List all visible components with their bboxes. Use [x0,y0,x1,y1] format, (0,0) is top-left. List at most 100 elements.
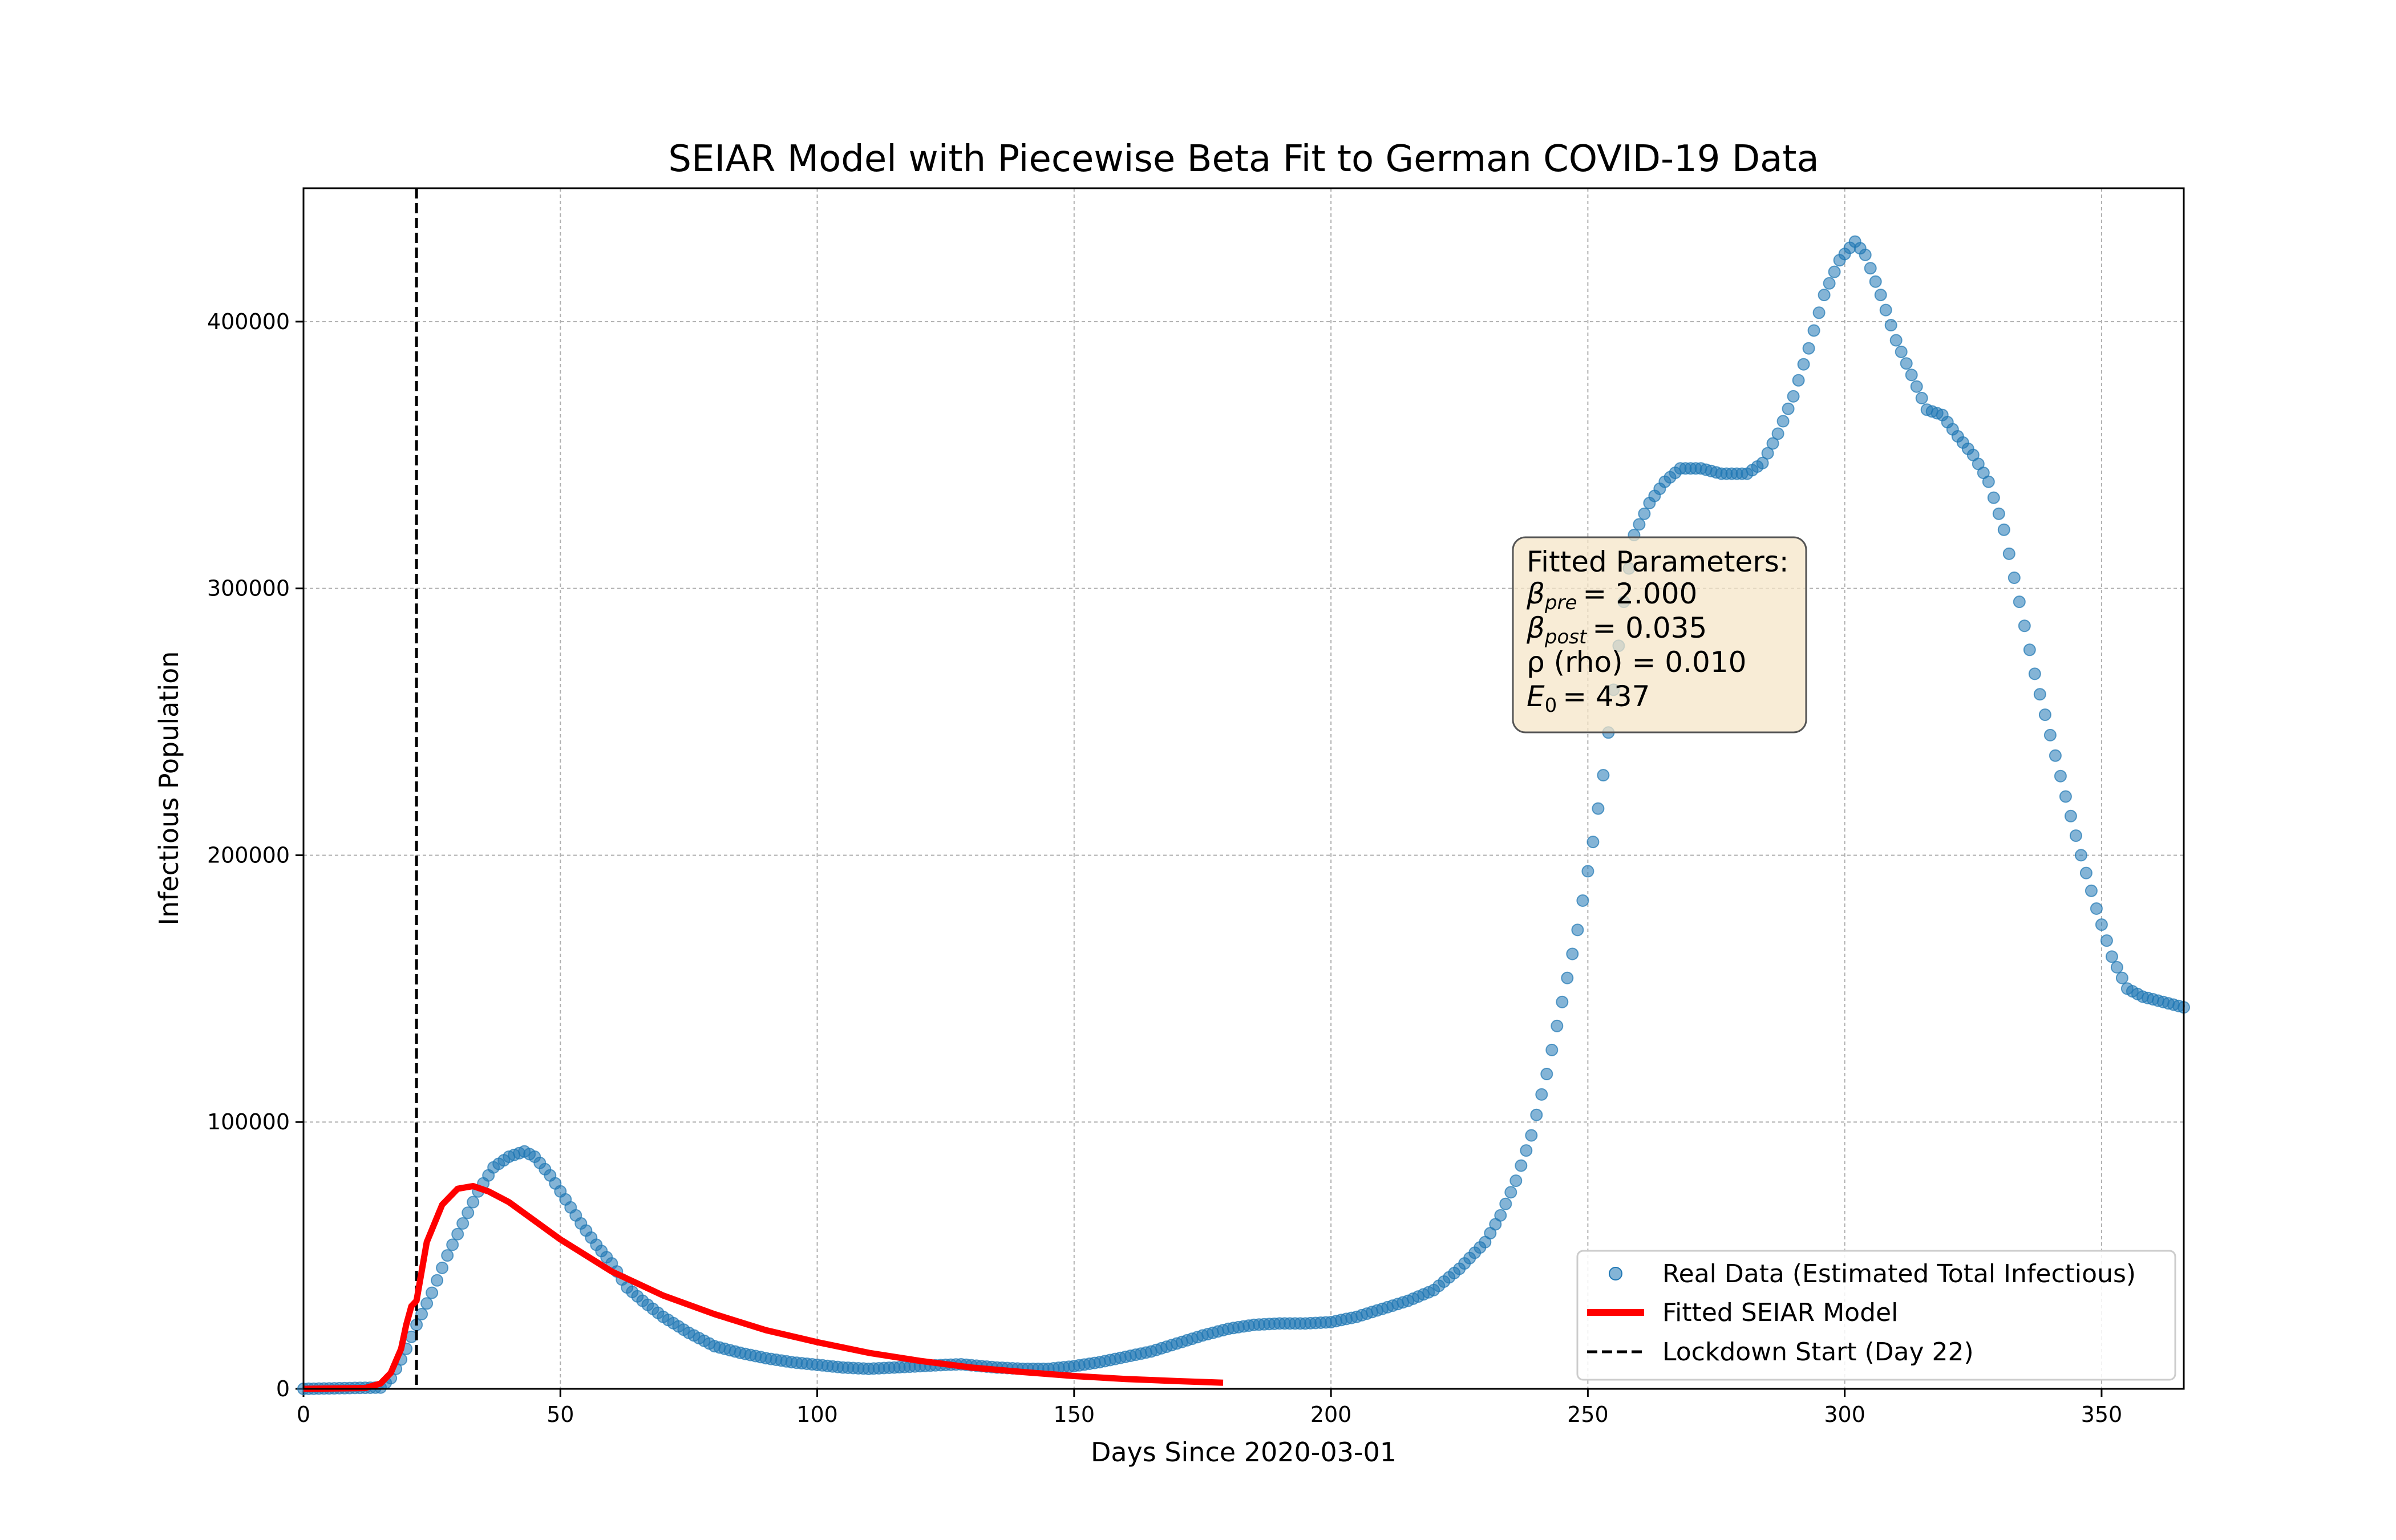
x-tick-label: 50 [547,1402,574,1427]
real-data-point [2090,902,2103,915]
x-tick-label: 300 [1824,1402,1865,1427]
real-data-point [2095,918,2108,931]
real-data-point [1869,275,1882,288]
real-data-point [1905,368,1918,382]
real-data-point [1756,456,1769,469]
beta-post-subscript: post [1544,626,1588,649]
real-data-point [1509,1174,1523,1188]
real-data-point [1879,303,1892,317]
x-tick-label: 0 [297,1402,310,1427]
e0-subscript: 0 [1545,694,1557,717]
real-data-point [2033,688,2046,701]
real-data-point [1520,1144,1533,1157]
real-data-point [1895,345,1908,358]
real-data-point [2059,790,2072,803]
parameters-annotation: Fitted Parameters: βpre = 2.000 βpost = 0.… [1512,536,1807,733]
real-data-point [2043,728,2057,741]
annotation-beta-post: βpost = 0.035 [1526,611,1707,649]
legend-label-model: Fitted SEIAR Model [1662,1298,1898,1327]
y-tick-label: 200000 [207,842,290,868]
y-tick-label: 100000 [207,1109,290,1134]
real-data-point [451,1227,464,1241]
plot-area [297,188,2190,1395]
real-data-point [1556,995,1569,1008]
real-data-point [1571,923,1584,937]
real-data-point [1823,277,1836,290]
real-data-point [2023,643,2036,656]
real-data-point [1982,475,1995,488]
real-data-point [1884,319,1897,332]
legend-box [1576,1250,2176,1381]
legend-label-real-data: Real Data (Estimated Total Infectious) [1662,1259,2136,1288]
real-data-point [2105,950,2118,963]
x-tick-label: 200 [1310,1402,1352,1427]
real-data-point [1597,769,1610,782]
real-data-point [2074,849,2087,862]
real-data-point [2115,971,2128,984]
real-data-point [1900,357,1913,370]
real-data-point [1638,507,1651,520]
real-data-point [2038,708,2051,722]
x-tick-label: 150 [1054,1402,1095,1427]
real-data-point [2018,619,2031,633]
annotation-heading: Fitted Parameters: [1527,545,1789,578]
y-tick-label: 400000 [207,309,290,334]
real-data-point [1494,1209,1507,1222]
real-data-point [1530,1108,1543,1121]
real-data-point [446,1238,459,1251]
beta-symbol: β [1526,611,1545,645]
real-data-point [2028,667,2041,680]
real-data-point [1592,802,1605,815]
real-data-point [1915,392,1928,404]
real-data-point [1504,1186,1517,1199]
real-data-point [1766,437,1779,450]
real-data-point [431,1274,444,1287]
real-data-point [1802,342,1815,355]
real-data-point [1987,491,2000,504]
real-data-point [2008,572,2021,584]
real-data-point [1889,334,1903,347]
x-tick-label: 350 [2081,1402,2123,1427]
chart-title: SEIAR Model with Piecewise Beta Fit to G… [668,138,1819,180]
real-data-point [1545,1043,1559,1056]
beta-pre-subscript: pre [1544,591,1577,614]
real-data-point [1807,324,1820,337]
real-data-point [2110,961,2123,974]
annotation-rho: ρ (rho) = 0.010 [1527,646,1746,679]
real-data-point [441,1249,454,1262]
real-data-point [1782,402,1795,415]
real-data-point [2069,829,2082,842]
real-data-point [1828,265,1841,278]
plot-frame [302,187,2185,1390]
annotation-beta-pre: βpre = 2.000 [1526,577,1697,614]
y-axis-label: Infectious Population [153,651,184,926]
real-data-point [467,1195,480,1209]
real-data-point [2013,595,2026,609]
annotation-e0: E0 = 437 [1527,680,1650,717]
real-data-point [1535,1088,1548,1101]
e-symbol: E [1527,680,1545,713]
x-tick-label: 100 [796,1402,838,1427]
real-data-point [2049,749,2062,762]
real-data-point [1787,390,1800,403]
real-data-point [1874,289,1887,302]
real-data-point [1576,894,1589,907]
real-data-point [1792,374,1805,387]
beta-post-value: = 0.035 [1592,611,1707,645]
real-data-point [2064,809,2077,822]
real-data-point [1818,289,1831,302]
real-data-point [420,1297,434,1310]
real-data-point [1551,1019,1564,1032]
real-data-point [2085,884,2098,897]
real-data-point [415,1308,428,1320]
real-data-point [2002,547,2015,560]
annotation-box [1512,536,1807,733]
real-data-point [426,1286,439,1299]
real-data-point [456,1217,470,1230]
real-data-point [1910,380,1923,393]
real-data-point [1864,262,1877,275]
beta-pre-value: = 2.000 [1583,577,1697,610]
real-data-point [1633,518,1646,531]
real-data-point [1771,427,1784,440]
